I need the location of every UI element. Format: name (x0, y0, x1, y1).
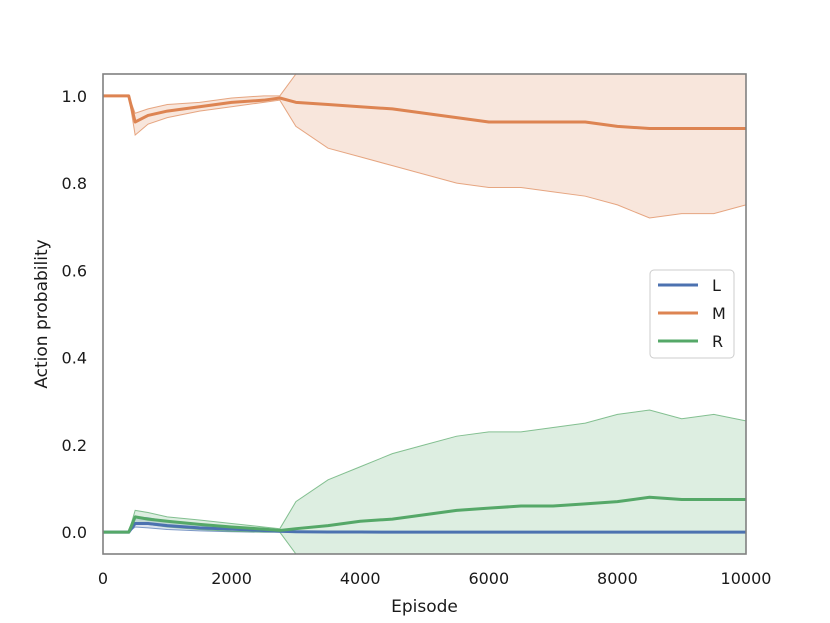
series-line-r (103, 495, 746, 534)
band-upper-r (103, 409, 747, 533)
x-tick-label: 10000 (721, 569, 772, 588)
y-tick-label: 0.8 (62, 174, 87, 193)
band-m (103, 74, 746, 218)
x-tick-label: 4000 (340, 569, 381, 588)
legend-label-r: R (712, 332, 723, 351)
y-tick-label: 1.0 (62, 87, 87, 106)
legend-label-l: L (712, 276, 721, 295)
band-r (103, 410, 746, 554)
x-axis-label: Episode (391, 597, 458, 617)
y-axis-ticks: 0.0 0.2 0.4 0.6 0.8 1.0 (62, 87, 87, 542)
legend: LMR (649, 269, 735, 359)
y-tick-label: 0.4 (62, 349, 87, 368)
x-tick-label: 2000 (211, 569, 252, 588)
legend-label-m: M (712, 304, 726, 323)
y-tick-label: 0.0 (62, 523, 87, 542)
series-line-m (103, 94, 746, 131)
x-axis-ticks: 0 2000 4000 6000 8000 10000 (98, 569, 772, 588)
series-lines (103, 94, 746, 534)
x-tick-label: 8000 (597, 569, 638, 588)
x-tick-label: 6000 (468, 569, 509, 588)
series-line-l (103, 521, 746, 534)
band-lower-m (103, 95, 747, 219)
x-tick-label: 0 (98, 569, 108, 588)
confidence-bands (103, 73, 747, 555)
y-tick-label: 0.6 (62, 261, 87, 280)
y-axis-label: Action probability (32, 239, 52, 388)
y-tick-label: 0.2 (62, 436, 87, 455)
plot-frame (102, 73, 747, 555)
